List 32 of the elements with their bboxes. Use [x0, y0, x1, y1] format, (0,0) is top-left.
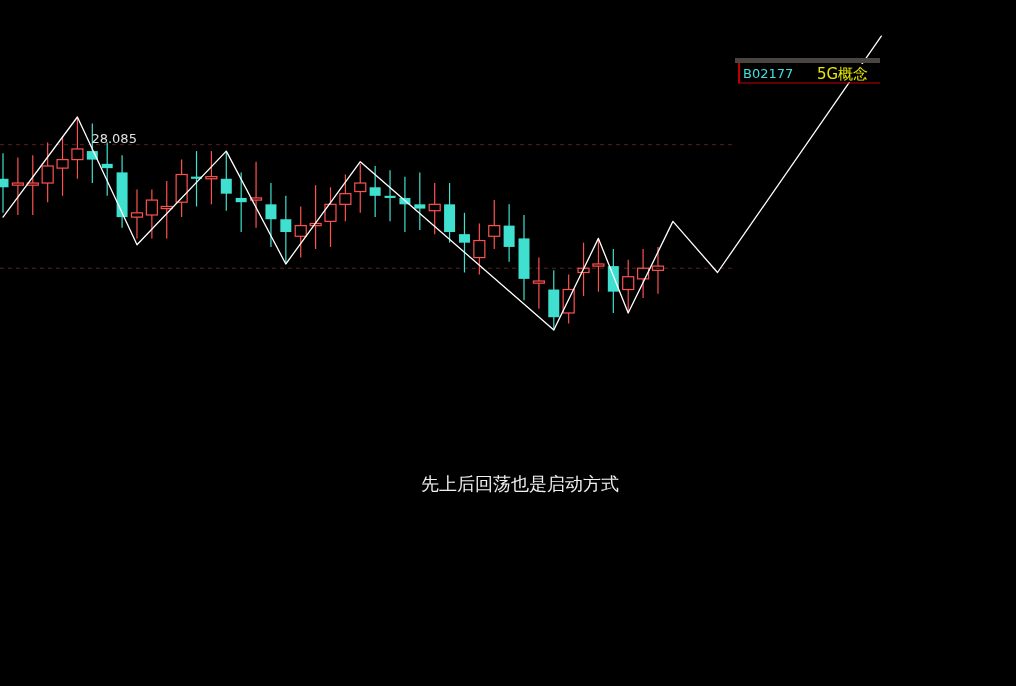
candlestick — [354, 163, 367, 214]
candlestick — [145, 188, 158, 240]
candlestick — [265, 182, 277, 248]
candlestick — [11, 156, 24, 216]
candlestick — [160, 180, 173, 240]
candlestick — [26, 154, 39, 216]
candlestick — [235, 171, 247, 233]
candlestick — [458, 212, 470, 274]
text: 5G概念 — [817, 65, 869, 83]
candlestick — [384, 169, 396, 222]
candlestick — [369, 165, 381, 218]
candlestick — [41, 141, 54, 203]
candlestick — [532, 256, 545, 310]
candlestick — [205, 150, 218, 205]
candlestick — [101, 141, 113, 197]
candlestick — [309, 184, 322, 250]
candlestick — [71, 116, 84, 180]
candlestick — [56, 135, 69, 197]
candlestick — [130, 188, 144, 240]
candlestick — [280, 195, 292, 265]
candlestick — [428, 182, 441, 235]
candlestick — [294, 205, 307, 259]
candlestick — [637, 248, 650, 299]
text: B02177 — [743, 66, 794, 81]
candlestick — [651, 246, 665, 295]
text: 先上后回荡也是启动方式 — [421, 473, 619, 494]
candlestick — [414, 171, 426, 231]
candlestick — [220, 150, 232, 212]
candlestick — [592, 237, 605, 293]
candlestick — [249, 161, 263, 229]
candlestick — [577, 242, 590, 297]
candlestick — [503, 203, 515, 263]
